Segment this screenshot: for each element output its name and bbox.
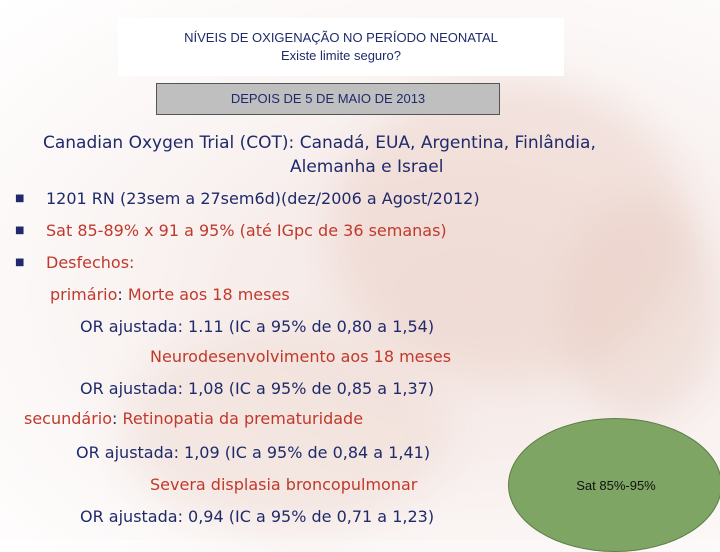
background-photo-shape — [330, 80, 690, 380]
secondary-outcome-1-or: OR ajustada: 1,09 (IC a 95% de 0,84 a 1,… — [76, 443, 431, 462]
secondary-label: secundário — [24, 409, 113, 428]
trial-countries: Canadá, EUA, Argentina, Finlândia, — [299, 133, 596, 153]
bullet-saturation: Sat 85-89% x 91 a 95% (até IGpc de 36 se… — [46, 221, 447, 240]
bullet-outcomes: Desfechos: — [46, 253, 135, 272]
bullet-enrollment: 1201 RN (23sem a 27sem6d)(dez/2006 a Ago… — [46, 189, 480, 208]
saturation-badge-label: Sat 85%-95% — [576, 478, 656, 493]
secondary-colon: : — [112, 409, 118, 428]
secondary-outcome-1: Retinopatia da prematuridade — [122, 409, 364, 428]
primary-outcome-2-or: OR ajustada: 1,08 (IC a 95% de 0,85 a 1,… — [80, 379, 435, 398]
secondary-outcome-2: Severa displasia broncopulmonar — [150, 475, 418, 494]
primary-outcome-1: Morte aos 18 meses — [127, 285, 290, 304]
secondary-outcome-line: secundário: Retinopatia da prematuridade — [24, 409, 363, 429]
slide-subtitle: Existe limite seguro? — [281, 48, 401, 63]
primary-label: primário — [50, 285, 118, 304]
bullet-icon: ■ — [15, 225, 25, 236]
primary-outcome-line: primário: Morte aos 18 meses — [50, 285, 290, 305]
trial-name: Canadian Oxygen Trial (COT): — [43, 133, 295, 153]
slide-header: NÍVEIS DE OXIGENAÇÃO NO PERÍODO NEONATAL… — [118, 18, 564, 76]
trial-line: Canadian Oxygen Trial (COT): Canadá, EUA… — [43, 133, 596, 153]
saturation-badge-circle — [508, 418, 720, 552]
trial-countries-cont: Alemanha e Israel — [290, 157, 444, 177]
background-photo-shape — [560, 200, 720, 420]
primary-outcome-2: Neurodesenvolvimento aos 18 meses — [150, 347, 452, 366]
bullet-icon: ■ — [15, 257, 25, 268]
date-banner: DEPOIS DE 5 DE MAIO DE 2013 — [156, 83, 500, 115]
slide-title: NÍVEIS DE OXIGENAÇÃO NO PERÍODO NEONATAL — [184, 30, 498, 45]
primary-colon: : — [117, 285, 123, 304]
primary-outcome-1-or: OR ajustada: 1.11 (IC a 95% de 0,80 a 1,… — [80, 317, 435, 336]
bullet-icon: ■ — [15, 193, 25, 204]
background-photo-shape — [120, 330, 450, 530]
secondary-outcome-2-or: OR ajustada: 0,94 (IC a 95% de 0,71 a 1,… — [80, 507, 435, 526]
